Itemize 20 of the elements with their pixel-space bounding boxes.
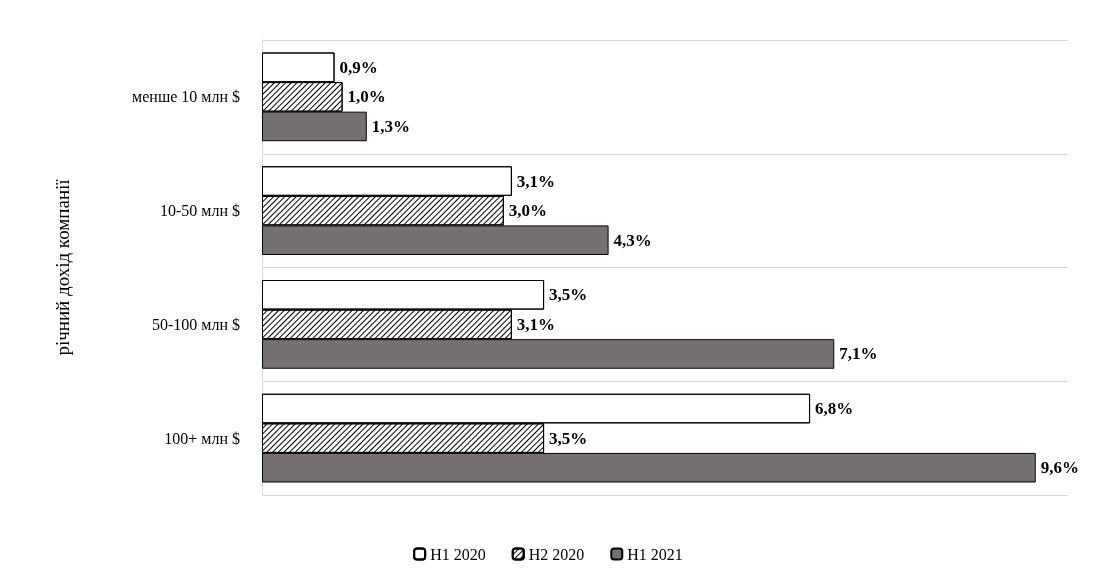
- data-label: 1,3%: [371, 116, 411, 136]
- data-label: 3,0%: [508, 201, 548, 221]
- data-label: 3,1%: [516, 171, 556, 191]
- y-tick-label: 10-50 млн $: [160, 202, 240, 220]
- data-label: 9,6%: [1040, 458, 1080, 478]
- y-tick-label: 50-100 млн $: [152, 315, 240, 333]
- legend-label: H1 2020: [430, 545, 486, 563]
- data-label: 3,5%: [549, 285, 588, 305]
- data-label: 7,1%: [839, 344, 878, 364]
- data-label: 4,3%: [613, 230, 652, 250]
- y-tick-label: 100+ млн $: [164, 429, 240, 447]
- data-label: 3,5%: [549, 428, 588, 448]
- data-label: 0,9%: [339, 57, 378, 77]
- legend-label: H1 2021: [627, 545, 683, 563]
- legend-label: H2 2020: [528, 545, 585, 563]
- data-label: 1,0%: [347, 87, 386, 107]
- y-axis-title: річний дохід компанії: [52, 178, 73, 356]
- data-label: 6,8%: [815, 399, 854, 419]
- data-label: 3,1%: [516, 314, 556, 334]
- y-tick-label: менше 10 млн $: [132, 88, 240, 106]
